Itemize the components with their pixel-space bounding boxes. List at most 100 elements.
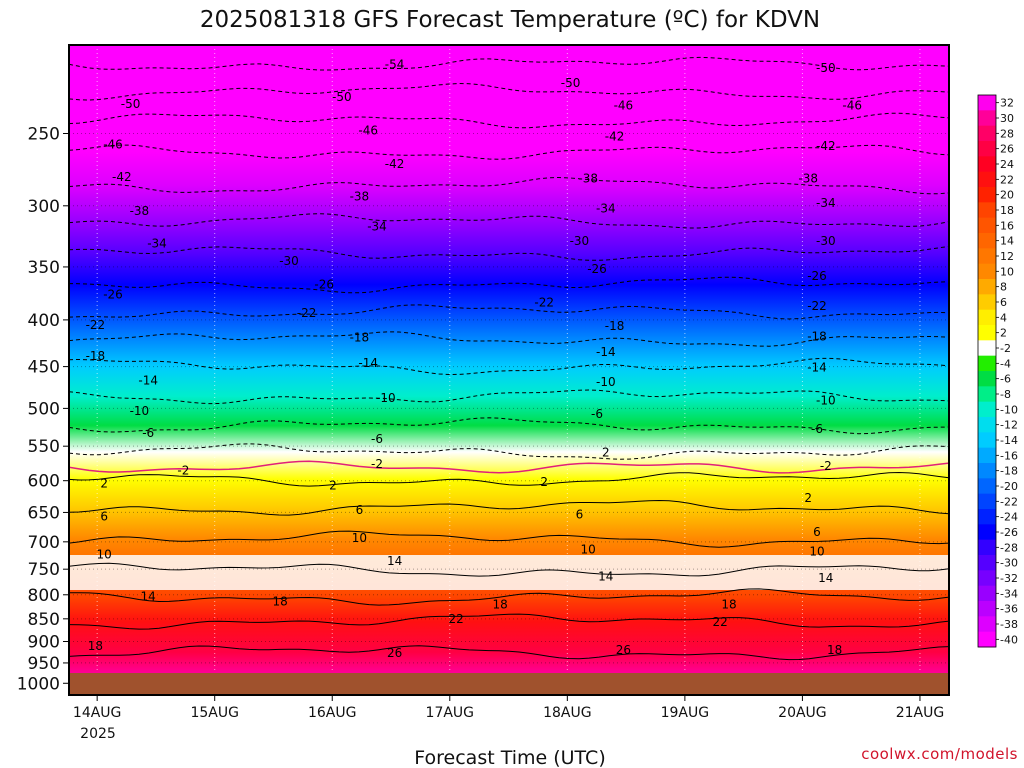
y-tick-label: 600 <box>28 472 60 492</box>
contour-label: 18 <box>88 639 103 653</box>
contour-label: -46 <box>103 137 123 151</box>
x-year-label: 2025 <box>80 726 116 742</box>
colorbar-label: -24 <box>1000 511 1018 524</box>
y-tick-label: 750 <box>28 560 60 580</box>
colorbar-label: -4 <box>1000 357 1011 370</box>
x-tick-label: 20AUG <box>778 705 827 721</box>
contour-line <box>69 176 949 195</box>
colorbar-swatch <box>978 309 996 326</box>
colorbar-swatch <box>978 631 996 648</box>
y-tick-label: 400 <box>28 311 60 331</box>
contour-label: -42 <box>112 170 132 184</box>
x-tick-label: 14AUG <box>73 705 122 721</box>
colorbar-swatch <box>978 509 996 525</box>
contour-line <box>69 389 949 405</box>
colorbar-label: -16 <box>1000 449 1018 462</box>
colorbar-swatch <box>978 371 996 387</box>
contour-label: 26 <box>387 646 402 660</box>
contour-line <box>69 276 949 294</box>
contour-label: -50 <box>561 76 581 90</box>
colorbar-label: -20 <box>1000 480 1018 493</box>
contour-label: -50 <box>816 61 836 75</box>
contour-line <box>69 499 949 516</box>
y-tick-label: 300 <box>28 197 60 217</box>
y-tick-label: 700 <box>28 533 60 553</box>
y-tick-label: 350 <box>28 258 60 278</box>
contour-label: -30 <box>279 254 299 268</box>
colorbar-label: -26 <box>1000 526 1018 539</box>
x-axis: 14AUG 15AUG 16AUG 17AUG 18AUG 19AUG 20AUG 21AUG <box>73 695 944 721</box>
freezing-contour-line <box>69 460 949 474</box>
contour-line <box>69 213 949 229</box>
y-tick-label: 450 <box>28 358 60 378</box>
contour-label: 10 <box>97 548 112 562</box>
colorbar-swatch <box>978 417 996 433</box>
contour-label: -46 <box>842 99 862 113</box>
contour-label: 2 <box>329 478 337 492</box>
colorbar-label: -30 <box>1000 557 1018 570</box>
colorbar-swatch <box>978 478 996 495</box>
colorbar-swatch <box>978 263 996 280</box>
chart-title: 2025081318 GFS Forecast Temperature (ºC)… <box>200 7 820 33</box>
colorbar-label: -38 <box>1000 618 1018 631</box>
freezing-band <box>69 555 949 590</box>
contour-label: -42 <box>385 157 405 171</box>
contour-label: -14 <box>358 356 378 370</box>
contour-label: -22 <box>534 296 554 310</box>
contour-label: 22 <box>713 615 728 629</box>
colorbar-label: -10 <box>1000 403 1018 416</box>
contour-label: 14 <box>818 571 833 585</box>
colorbar-swatch <box>978 447 996 464</box>
y-tick-label: 550 <box>28 437 60 457</box>
colorbar-swatch <box>978 616 996 633</box>
contour-label: 14 <box>141 589 156 603</box>
contour-label: -22 <box>297 306 317 320</box>
colorbar-label: 32 <box>1000 97 1014 110</box>
colorbar-label: -14 <box>1000 434 1018 447</box>
contour-label: -14 <box>138 373 158 387</box>
colorbar-label: 30 <box>1000 112 1014 125</box>
contour-label: -42 <box>816 139 836 153</box>
contour-label: -18 <box>350 330 370 344</box>
colorbar-swatch <box>978 233 996 249</box>
contour-label: -6 <box>371 432 383 446</box>
colorbar-swatch <box>978 202 996 219</box>
contour-label: -10 <box>376 391 396 405</box>
contour-label: -2 <box>177 464 189 478</box>
contour-label: -2 <box>371 457 383 471</box>
x-tick-label: 16AUG <box>308 705 357 721</box>
x-tick-label: 21AUG <box>896 705 945 721</box>
contour-label: -26 <box>103 287 123 301</box>
contour-label: 10 <box>352 531 367 545</box>
y-tick-label: 800 <box>28 586 60 606</box>
contour-line <box>69 112 949 129</box>
contour-label: -34 <box>596 201 616 215</box>
contour-label: -30 <box>816 234 836 248</box>
colorbar-swatch <box>978 156 996 173</box>
contour-label: -34 <box>147 237 167 251</box>
colorbar-swatch <box>978 401 996 418</box>
contour-line <box>69 245 949 261</box>
colorbar-label: -8 <box>1000 388 1011 401</box>
contour-label: -38 <box>798 171 818 185</box>
colorbar-label: 2 <box>1000 327 1007 340</box>
contour-label: 18 <box>273 595 288 609</box>
colorbar-label: -22 <box>1000 495 1018 508</box>
x-tick-label: 19AUG <box>661 705 710 721</box>
contour-label: -18 <box>86 349 106 363</box>
contour-label: -26 <box>587 262 607 276</box>
colorbar: 32 30 28 26 24 22 20 18 16 14 12 10 8 6 4 2 -2 -4 -6 -8 -10 -… <box>977 94 1018 648</box>
colorbar-swatch <box>978 432 996 449</box>
contour-label: -22 <box>86 318 106 332</box>
contour-label: -14 <box>596 345 616 359</box>
contour-label: 6 <box>356 503 364 517</box>
x-tick-label: 18AUG <box>543 705 592 721</box>
colorbar-label: 16 <box>1000 219 1014 232</box>
contour-label: 14 <box>387 554 402 568</box>
contour-line <box>69 417 949 435</box>
contour-label: -10 <box>816 393 836 407</box>
y-axis: 2503003504004505005506006507007508008509… <box>17 124 69 694</box>
contour-label: 14 <box>598 570 613 584</box>
colorbar-swatch <box>978 325 996 341</box>
contour-label: 6 <box>576 507 584 521</box>
